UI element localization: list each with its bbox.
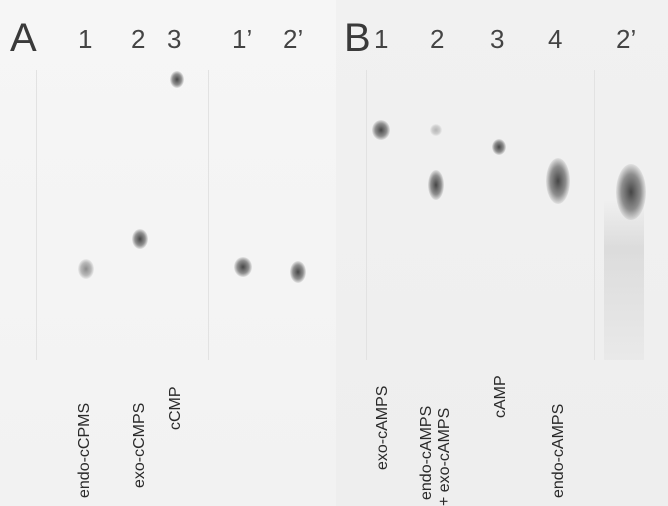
spot-b2-lower — [428, 170, 444, 200]
lane-b3-label: cAMP — [492, 375, 509, 418]
plate-a-divider — [208, 70, 210, 360]
spot-a2prime — [290, 261, 306, 283]
spot-a2 — [132, 229, 148, 249]
lane-b1-number: 1 — [374, 24, 389, 54]
lane-b4-number: 4 — [548, 24, 563, 54]
lane-a3-label: cCMP — [167, 386, 184, 430]
spot-a3 — [170, 71, 184, 88]
lane-b2prime-number: 2’ — [616, 24, 637, 54]
lane-b4-label: endo-cAMPS — [550, 403, 567, 498]
spot-b2prime — [616, 164, 646, 220]
spot-b2-upper — [430, 124, 442, 136]
spot-a1prime — [234, 257, 252, 277]
panel-a-letter: A — [10, 16, 37, 60]
tlc-plate-b — [366, 70, 668, 360]
spot-b3 — [492, 139, 506, 155]
lane-b2prime-streak — [604, 200, 644, 360]
lane-a1-label: endo-cCPMS — [76, 402, 93, 498]
lane-b3-number: 3 — [490, 24, 505, 54]
lane-a3-number: 3 — [167, 24, 182, 54]
lane-a1-number: 1 — [78, 24, 93, 54]
lane-a1prime-number: 1’ — [232, 24, 253, 54]
lane-b2-label: endo-cAMPS — [418, 405, 435, 500]
lane-b2-label-line2: + exo-cAMPS — [436, 407, 453, 506]
spot-b4 — [546, 158, 570, 204]
tlc-plate-a — [36, 70, 337, 360]
lane-a2prime-number: 2’ — [283, 24, 304, 54]
lane-a2-label: exo-cCMPS — [131, 402, 148, 488]
spot-b1 — [372, 120, 390, 140]
lane-b2-number: 2 — [430, 24, 445, 54]
panel-b: B 1 2 3 4 2’ exo-cAMPS endo-cAMPS + exo-… — [336, 0, 668, 506]
plate-b-divider — [594, 70, 596, 360]
spot-a1 — [78, 259, 94, 279]
lane-a2-number: 2 — [131, 24, 146, 54]
panel-b-letter: B — [344, 16, 371, 60]
lane-b1-label: exo-cAMPS — [374, 385, 391, 470]
panel-a: A 1 2 3 1’ 2’ endo-cCPMS exo-cCMPS cCMP — [0, 0, 336, 506]
